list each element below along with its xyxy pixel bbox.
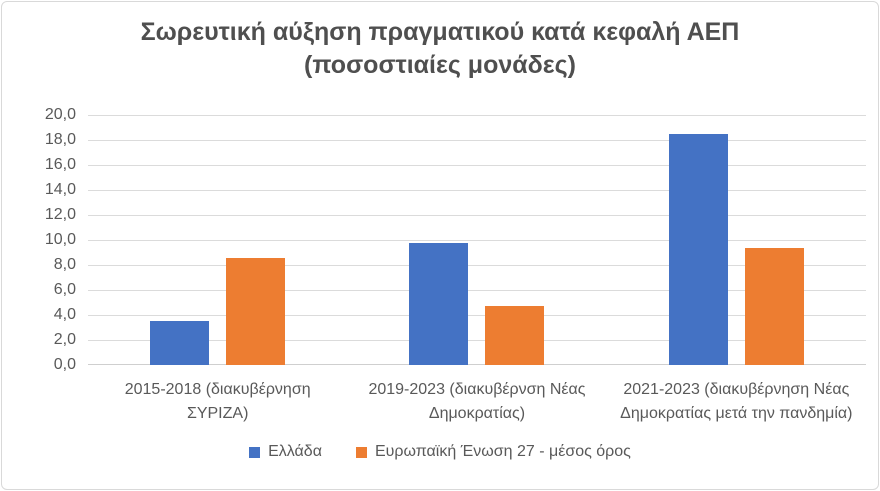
bar-group — [607, 115, 866, 365]
gridline — [88, 214, 866, 216]
category-label-line: 2019-2023 (διακυβέρνση Νέας — [368, 381, 586, 398]
bar-series-1 — [485, 306, 545, 365]
category-label: 2019-2023 (διακυβέρνση Νέας Δημοκρατίας) — [347, 378, 606, 426]
x-axis: 2015-2018 (διακυβέρνηση ΣΥΡΙΖΑ) 2019-2023 … — [88, 378, 866, 434]
gridline — [88, 289, 866, 291]
legend-item-series-0: Ελλάδα — [249, 443, 322, 461]
y-tick-label: 0,0 — [53, 356, 76, 373]
legend-marker-icon — [249, 446, 261, 458]
legend-item-series-1: Ευρωπαϊκή Ένωση 27 - μέσος όρος — [355, 443, 631, 461]
gridline — [88, 339, 866, 341]
bar-group — [347, 115, 606, 365]
bar-series-0 — [150, 321, 210, 365]
x-axis-line — [88, 364, 866, 365]
bar-series-1 — [226, 257, 286, 365]
legend: Ελλάδα Ευρωπαϊκή Ένωση 27 - μέσος όρος — [0, 443, 880, 461]
y-tick-label: 8,0 — [53, 256, 76, 273]
y-tick-label: 18,0 — [44, 131, 76, 148]
category-label-line: 2015-2018 (διακυβέρνηση — [124, 381, 311, 398]
y-tick-label: 12,0 — [44, 206, 76, 223]
y-axis: 0,0 2,0 4,0 6,0 8,0 10,0 12,0 14,0 16,0 18,0 20,0 — [0, 106, 78, 373]
bar-series-0 — [668, 133, 728, 365]
gridline — [88, 264, 866, 266]
y-tick-label: 10,0 — [44, 231, 76, 248]
gridline — [88, 314, 866, 316]
gridline — [88, 114, 866, 116]
legend-label: Ευρωπαϊκή Ένωση 27 - μέσος όρος — [374, 443, 631, 460]
legend-label: Ελλάδα — [268, 443, 322, 460]
plot-area — [88, 114, 866, 365]
bar-series-0 — [409, 242, 469, 365]
gridline — [88, 189, 866, 191]
category-label: 2021-2023 (διακυβέρνηση Νέας Δημοκρατίας … — [607, 378, 866, 426]
chart-title-line2: (ποσοστιαίες μονάδες) — [304, 51, 576, 79]
bar-series-1 — [744, 247, 804, 365]
y-tick-label: 16,0 — [44, 156, 76, 173]
category-label-line: ΣΥΡΙΖΑ) — [186, 405, 249, 422]
category-label-line: Δημοκρατίας μετά την πανδημία) — [620, 405, 853, 422]
category-label-line: 2021-2023 (διακυβέρνηση Νέας — [623, 381, 850, 398]
y-tick-label: 14,0 — [44, 181, 76, 198]
gridline — [88, 139, 866, 141]
y-tick-label: 6,0 — [53, 281, 76, 298]
y-tick-label: 20,0 — [44, 106, 76, 123]
y-tick-label: 4,0 — [53, 306, 76, 323]
chart-title: Σωρευτική αύξηση πραγματικού κατά κεφαλή… — [0, 16, 880, 82]
chart-title-line1: Σωρευτική αύξηση πραγματικού κατά κεφαλή… — [140, 18, 740, 46]
bar-group — [88, 115, 347, 365]
gridline — [88, 164, 866, 166]
gridline — [88, 239, 866, 241]
y-tick-label: 2,0 — [53, 331, 76, 348]
category-label: 2015-2018 (διακυβέρνηση ΣΥΡΙΖΑ) — [88, 378, 347, 426]
legend-marker-icon — [355, 446, 367, 458]
category-label-line: Δημοκρατίας) — [428, 405, 526, 422]
